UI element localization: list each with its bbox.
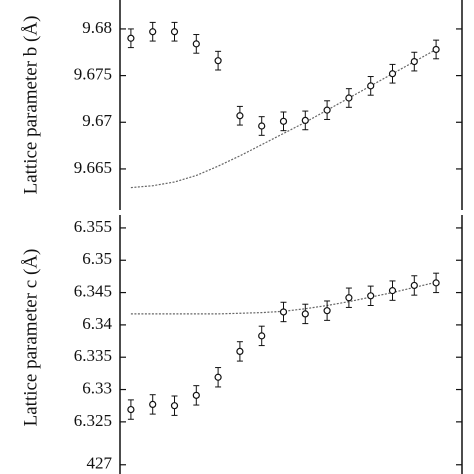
- y-axis-label: Lattice parameter c (Å): [20, 249, 41, 427]
- point-group: [345, 88, 353, 108]
- y-axis-label: Lattice parameter b (Å): [20, 16, 41, 195]
- point: [345, 94, 353, 102]
- point: [301, 310, 309, 318]
- point-group: [170, 395, 179, 416]
- point: [214, 57, 222, 65]
- point: [149, 400, 157, 409]
- point-group: [388, 280, 397, 301]
- y-tick-label: 6.33: [82, 378, 112, 397]
- point-group: [149, 394, 157, 415]
- point-group: [367, 76, 375, 96]
- point-group: [279, 301, 288, 323]
- point-group: [301, 303, 309, 325]
- y-tick-label: 6.34: [82, 314, 112, 333]
- point: [170, 28, 179, 36]
- point: [323, 307, 331, 315]
- point-group: [258, 325, 266, 347]
- point: [279, 308, 288, 316]
- point: [279, 117, 288, 125]
- point: [236, 112, 244, 120]
- point: [367, 292, 375, 300]
- y-tick-label: 9.675: [74, 65, 112, 84]
- point: [410, 281, 418, 290]
- point: [432, 45, 440, 54]
- point-group: [323, 100, 331, 120]
- point-group: [388, 63, 397, 84]
- point: [410, 57, 418, 66]
- point: [301, 116, 309, 125]
- y-tick-label: 6.35: [82, 249, 112, 268]
- fit-line: [130, 281, 437, 315]
- point: [170, 402, 179, 410]
- point: [367, 82, 375, 90]
- point-group: [432, 272, 440, 294]
- point-group: [192, 34, 200, 54]
- y-tick-label: 6.325: [74, 411, 112, 430]
- point: [127, 405, 135, 414]
- point: [192, 391, 200, 399]
- y-tick-label: 427: [87, 454, 113, 473]
- point-group: [345, 287, 353, 308]
- y-tick-label: 9.68: [82, 18, 112, 37]
- point-group: [410, 51, 418, 72]
- point-group: [236, 341, 244, 362]
- point-group: [127, 399, 135, 420]
- point-group: [149, 21, 157, 42]
- point-group: [127, 28, 135, 49]
- point-group: [410, 275, 418, 296]
- point: [432, 279, 440, 287]
- point-group: [279, 111, 288, 132]
- y-tick-label: 6.345: [74, 281, 112, 300]
- point-group: [236, 105, 244, 126]
- point-group: [192, 385, 200, 406]
- point-group: [432, 39, 440, 60]
- point-group: [258, 116, 266, 136]
- point-group: [367, 285, 375, 307]
- point: [258, 122, 266, 130]
- y-tick-label: 9.67: [82, 111, 112, 130]
- point-group: [214, 367, 222, 388]
- point: [192, 40, 200, 48]
- point: [345, 294, 353, 302]
- y-tick-label: 9.665: [74, 158, 112, 177]
- y-tick-label: 6.355: [74, 217, 112, 236]
- point: [214, 373, 222, 381]
- point: [236, 347, 244, 355]
- point: [388, 70, 397, 78]
- point: [388, 287, 397, 295]
- point-group: [170, 21, 179, 42]
- point: [149, 28, 157, 36]
- point-group: [323, 300, 331, 321]
- point: [258, 332, 266, 340]
- point-group: [214, 50, 222, 71]
- y-tick-label: 6.335: [74, 346, 112, 365]
- point: [127, 34, 135, 42]
- point-group: [301, 110, 309, 131]
- point: [323, 106, 331, 114]
